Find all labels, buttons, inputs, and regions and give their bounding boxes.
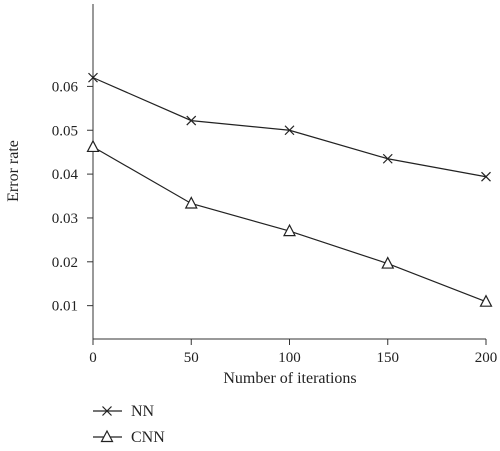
x-axis-ticks: 0 50 100 150 200 [89, 339, 497, 366]
y-tick-label: 0.03 [52, 211, 78, 227]
data-point [86, 139, 100, 153]
legend-marker [100, 429, 114, 443]
y-axis-title: Error rate [5, 140, 22, 202]
y-tick-label: 0.05 [52, 123, 78, 139]
data-point [184, 196, 198, 209]
data-point [283, 223, 296, 237]
data-point [88, 72, 98, 83]
series-layer [86, 72, 493, 307]
legend-item: NN [93, 403, 155, 420]
x-tick-label: 50 [184, 350, 199, 366]
plot-area: 0.01 0.02 0.03 0.04 0.05 0.06 0 50 100 150 200 [52, 4, 497, 366]
y-axis-ticks: 0.01 0.02 0.03 0.04 0.05 0.06 [52, 79, 93, 315]
y-tick-label: 0.01 [52, 299, 78, 315]
x-axis-title: Number of iterations [223, 370, 356, 387]
x-tick-label: 150 [377, 350, 400, 366]
y-tick-label: 0.06 [52, 79, 79, 95]
legend-label: CNN [131, 429, 165, 446]
data-point [381, 256, 395, 269]
legend-marker [102, 406, 112, 416]
data-point [382, 153, 393, 164]
series-line [92, 77, 487, 178]
data-point [284, 125, 295, 136]
x-tick-label: 100 [278, 350, 301, 366]
x-tick-label: 200 [475, 350, 498, 366]
legend-item: CNN [93, 429, 165, 446]
series-cnn [86, 139, 493, 307]
data-point [186, 115, 197, 126]
y-tick-label: 0.02 [52, 255, 78, 271]
data-point [479, 294, 493, 307]
x-tick-label: 0 [89, 350, 97, 366]
y-tick-label: 0.04 [52, 167, 79, 183]
legend-label: NN [131, 403, 155, 420]
legend: NN CNN [93, 403, 165, 446]
data-point [481, 171, 491, 182]
series-nn [88, 72, 491, 182]
